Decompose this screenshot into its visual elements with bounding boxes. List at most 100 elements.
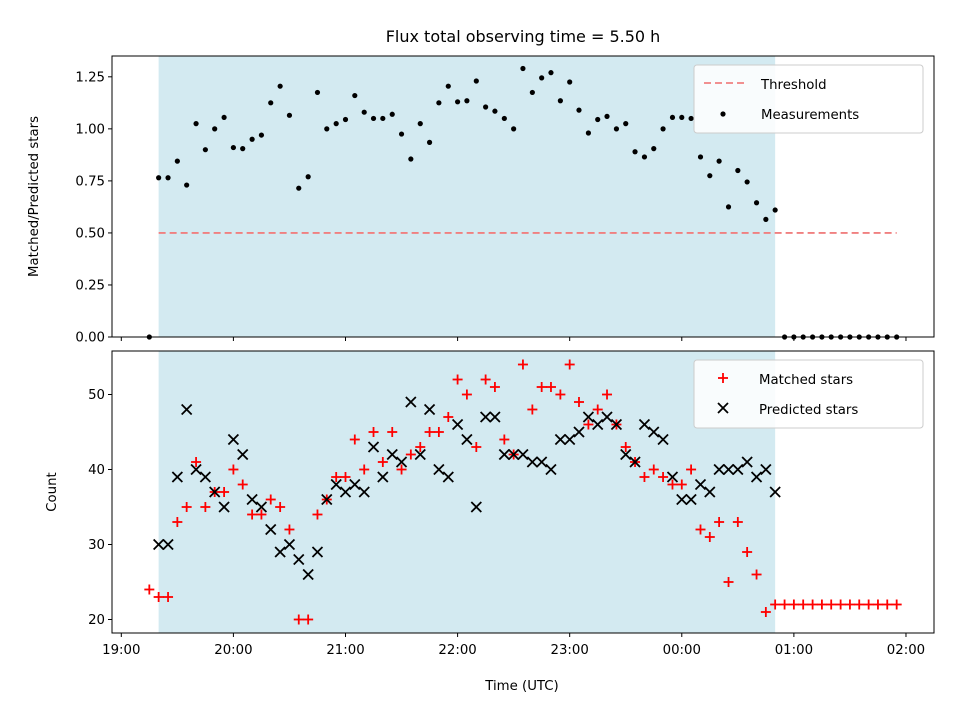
predicted-star-point [386,448,398,461]
measurement-point [286,112,293,118]
measurement-point [240,146,246,152]
matched-star-point [499,434,510,445]
matched-star-point [219,487,230,497]
predicted-star-point [311,546,324,558]
count-y-tick-label: 20 [88,613,105,628]
count-y-axis: 20 30 40 50 [88,388,112,628]
matched-star-point [760,607,771,617]
matched-star-point [564,359,575,370]
predicted-star-point [760,463,772,476]
predicted-star-point [152,538,165,551]
matched-star-point [237,479,248,490]
ratio-y-tick-label: 1.25 [75,70,105,85]
predicted-star-point [442,471,454,483]
measurement-point [184,182,190,188]
predicted-star-point [358,486,370,498]
measurement-point [389,111,395,117]
predicted-star-point [732,463,744,476]
predicted-star-point [302,568,314,581]
matched-star-point [854,599,865,610]
predicted-star-point [293,553,305,566]
measurement-point [520,65,526,72]
legend-label-predicted-stars: Predicted stars [759,403,858,418]
legend-measurement-swatch [720,111,726,117]
measurement-point [324,126,330,132]
matched-star-point [882,599,893,610]
measurement-point [613,126,620,132]
matched-star-point [424,427,435,437]
count-legend-box [693,359,924,429]
matched-star-point [480,374,491,385]
matched-star-point [573,397,584,407]
matched-star-point [256,509,267,520]
measurement-point [202,147,208,153]
matched-star-point [798,599,809,610]
matched-star-point [788,599,799,610]
predicted-star-point [246,493,258,506]
measurement-point [408,156,414,162]
predicted-star-point [414,448,426,461]
predicted-star-point [423,403,436,416]
count-y-tick-label: 40 [88,463,105,478]
measurement-point [501,115,507,122]
measurement-point [557,98,563,104]
measurement-point [230,144,236,151]
predicted-star-point [564,433,576,446]
measurement-point [688,115,694,122]
measurement-point [305,174,311,180]
measurement-point [604,113,610,119]
predicted-star-point [545,463,557,476]
predicted-star-point [461,433,473,446]
count-legend: Matched stars Predicted stars [693,359,924,429]
predicted-star-point [171,471,183,483]
observing-window-shading [158,56,776,337]
predicted-star-point [750,471,763,483]
x-tick-label: 01:00 [775,643,813,658]
measurement-point [707,173,713,179]
predicted-star-point [592,418,604,431]
predicted-star-point [377,471,389,483]
measurement-point [697,154,704,160]
predicted-star-point [638,418,651,431]
matched-star-point [312,509,323,520]
matched-star-point [648,464,659,475]
measurement-point [445,83,451,89]
matched-star-point [676,479,687,490]
predicted-star-point [648,426,660,438]
legend-label-threshold: Threshold [760,78,827,93]
predicted-star-point [218,501,230,513]
ratio-axes-frame [111,55,935,338]
matched-star-point [415,442,426,452]
measurement-point [156,175,162,181]
predicted-star-point [330,478,342,491]
measurement-point [249,136,255,142]
x-tick-label: 02:00 [887,643,925,658]
matched-star-point [826,599,837,610]
predicted-star-point [666,471,679,483]
measurement-point [623,121,629,127]
matched-star-point [517,359,528,370]
measurement-point [426,139,433,145]
count-y-axis-label: Count [45,472,60,512]
ratio-x-ticks [120,337,907,341]
measurement-point [398,131,405,137]
matched-star-point [583,419,594,430]
predicted-star-point [508,448,520,461]
predicted-star-point [573,426,585,438]
predicted-star-point [237,448,249,461]
predicted-star-point [685,493,697,506]
measurement-point [669,114,676,121]
matched-star-point [770,599,781,610]
matched-star-point [471,442,482,452]
predicted-star-point [274,546,286,558]
matched-star-point [695,524,706,535]
matched-star-point [527,404,538,415]
count-axes-frame [111,350,935,634]
matched-star-point [872,599,883,610]
matched-star-point [359,464,370,475]
matched-star-point [368,427,379,437]
measurement-point [651,146,657,152]
measurement-point [464,98,470,104]
matched-star-point [891,599,902,610]
measurement-point [753,200,760,206]
